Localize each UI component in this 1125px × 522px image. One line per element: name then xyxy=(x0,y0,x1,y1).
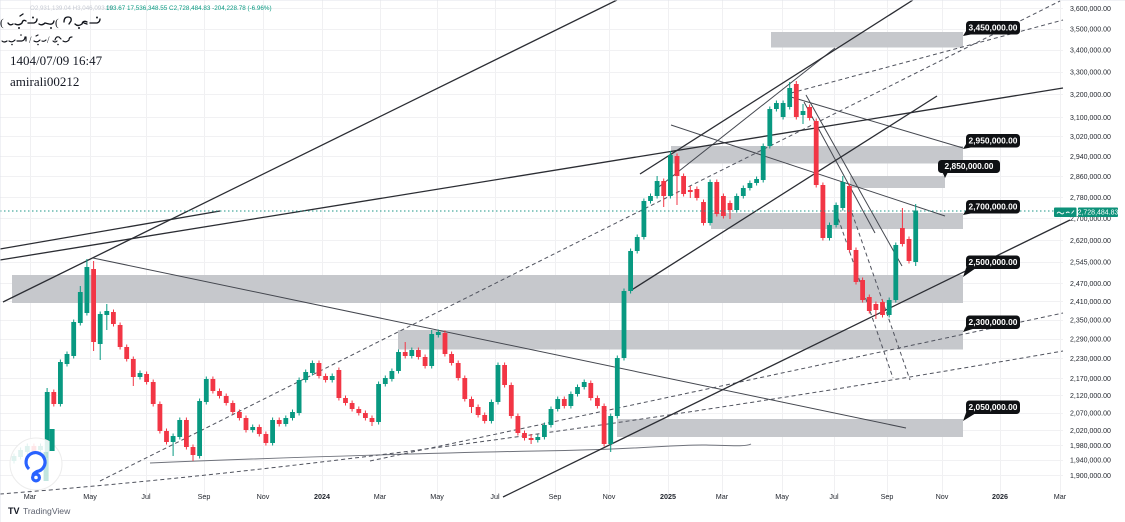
svg-text:Jul: Jul xyxy=(829,492,839,501)
svg-text:2,950,000.00: 2,950,000.00 xyxy=(969,136,1018,146)
svg-text:2,120,000.00: 2,120,000.00 xyxy=(1070,393,1111,400)
svg-text:2,700,000.00: 2,700,000.00 xyxy=(969,202,1018,212)
svg-text:O2,931,139.04 H3,046,093.06: O2,931,139.04 H3,046,093.06 xyxy=(30,5,114,12)
svg-text:TV: TV xyxy=(8,506,20,516)
svg-text:3,100,000.00: 3,100,000.00 xyxy=(1070,115,1111,122)
svg-text:2,850,000.00: 2,850,000.00 xyxy=(945,161,994,171)
svg-text:1,900,000.00: 1,900,000.00 xyxy=(1070,473,1111,480)
svg-text:1,980,000.00: 1,980,000.00 xyxy=(1070,443,1111,450)
svg-text:2026: 2026 xyxy=(992,492,1008,501)
svg-text:/: / xyxy=(47,35,50,45)
svg-text:2,170,000.00: 2,170,000.00 xyxy=(1070,376,1111,383)
svg-text:2,230,000.00: 2,230,000.00 xyxy=(1070,356,1111,363)
svg-text:2,728,484.83: 2,728,484.83 xyxy=(1078,210,1119,217)
svg-text:2,700,000.00: 2,700,000.00 xyxy=(1070,216,1111,223)
svg-text:3,300,000.00: 3,300,000.00 xyxy=(1070,69,1111,76)
svg-text:3,400,000.00: 3,400,000.00 xyxy=(1070,48,1111,55)
svg-text:3,200,000.00: 3,200,000.00 xyxy=(1070,92,1111,99)
svg-text:2,780,000.00: 2,780,000.00 xyxy=(1070,195,1111,202)
svg-text:Sep: Sep xyxy=(198,492,211,501)
svg-text:3,600,000.00: 3,600,000.00 xyxy=(1070,6,1111,13)
svg-text:Mar: Mar xyxy=(24,492,37,501)
svg-text:(: ( xyxy=(0,17,4,29)
svg-text:3,450,000.00: 3,450,000.00 xyxy=(969,23,1018,33)
svg-text:3,500,000.00: 3,500,000.00 xyxy=(1070,26,1111,33)
svg-text:May: May xyxy=(83,492,97,501)
svg-text:Jul: Jul xyxy=(141,492,151,501)
svg-text:Sep: Sep xyxy=(549,492,562,501)
svg-text:Nov: Nov xyxy=(936,492,949,501)
svg-text:2,020,000.00: 2,020,000.00 xyxy=(1070,428,1111,435)
svg-text:2,470,000.00: 2,470,000.00 xyxy=(1070,281,1111,288)
svg-text:Mar: Mar xyxy=(716,492,729,501)
svg-text:(: ( xyxy=(55,17,59,29)
svg-text:2024: 2024 xyxy=(314,492,330,501)
svg-text:2,545,000.00: 2,545,000.00 xyxy=(1070,259,1111,266)
svg-text:2,290,000.00: 2,290,000.00 xyxy=(1070,337,1111,344)
svg-text:2,940,000.00: 2,940,000.00 xyxy=(1070,154,1111,161)
svg-text:2025: 2025 xyxy=(660,492,676,501)
svg-text:Mar: Mar xyxy=(1054,492,1067,501)
svg-text:2,350,000.00: 2,350,000.00 xyxy=(1070,318,1111,325)
svg-text:3,020,000.00: 3,020,000.00 xyxy=(1070,134,1111,141)
svg-text:2,050,000.00: 2,050,000.00 xyxy=(969,402,1018,412)
svg-text:May: May xyxy=(430,492,444,501)
svg-text:2,070,000.00: 2,070,000.00 xyxy=(1070,410,1111,417)
svg-text:/: / xyxy=(29,35,32,45)
svg-text:Nov: Nov xyxy=(603,492,616,501)
svg-text:TradingView: TradingView xyxy=(23,506,71,516)
svg-text:Nov: Nov xyxy=(257,492,270,501)
svg-text:Jul: Jul xyxy=(490,492,500,501)
svg-text:amirali00212: amirali00212 xyxy=(10,74,79,89)
svg-text:2,410,000.00: 2,410,000.00 xyxy=(1070,299,1111,306)
svg-text:193.67 17,536,348.55 C2,728,48: 193.67 17,536,348.55 C2,728,484.83 -204,… xyxy=(106,5,272,12)
svg-text:2,500,000.00: 2,500,000.00 xyxy=(969,257,1018,267)
svg-text:2,300,000.00: 2,300,000.00 xyxy=(969,317,1018,327)
svg-text:May: May xyxy=(775,492,789,501)
svg-text:1,940,000.00: 1,940,000.00 xyxy=(1070,458,1111,465)
svg-text:1404/07/09 16:47: 1404/07/09 16:47 xyxy=(10,53,103,68)
svg-text:2,860,000.00: 2,860,000.00 xyxy=(1070,174,1111,181)
svg-text:Mar: Mar xyxy=(374,492,387,501)
svg-text:2,620,000.00: 2,620,000.00 xyxy=(1070,238,1111,245)
svg-text:Sep: Sep xyxy=(881,492,894,501)
